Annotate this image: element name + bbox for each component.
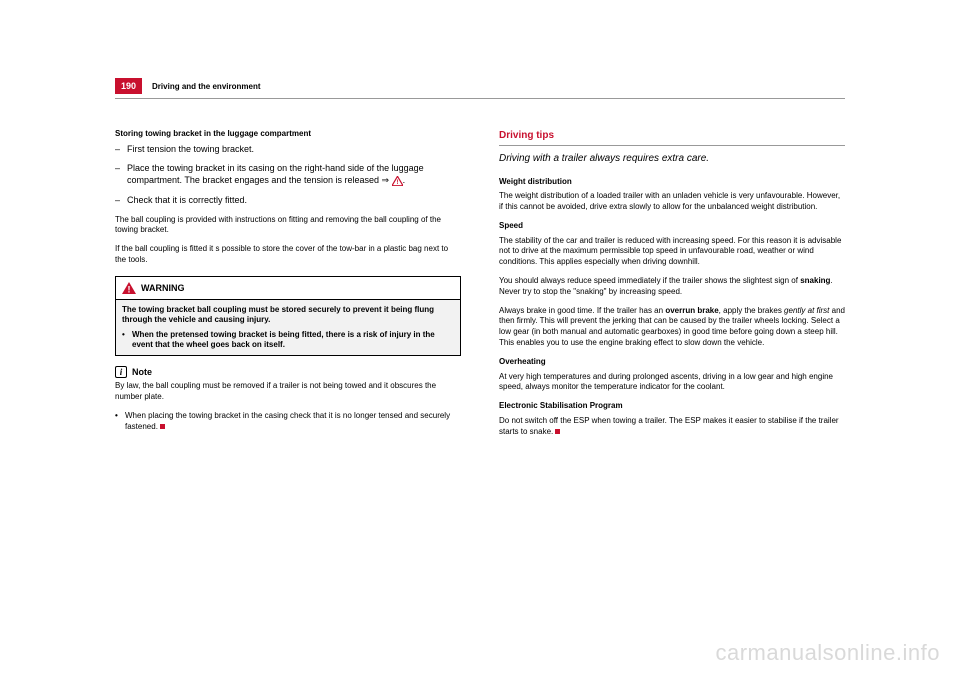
end-marker-icon [160,424,165,429]
watermark: carmanualsonline.info [715,640,940,666]
bullet-dot-icon: • [115,411,125,433]
svg-text:!: ! [396,179,398,186]
note-label: Note [132,366,152,378]
bullet-dash: – [115,163,127,186]
warning-body: The towing bracket ball coupling must be… [116,299,460,356]
bullet-text: First tension the towing bracket. [127,144,461,156]
sub-heading: Weight distribution [499,177,845,188]
bullet-text: Place the towing bracket in its casing o… [127,163,461,186]
warning-triangle-icon: ! [122,281,136,295]
page: 190 Driving and the environment Storing … [0,0,960,486]
right-heading: Driving tips [499,129,845,146]
subtitle: Driving with a trailer always requires e… [499,152,845,165]
text-part: Always brake in good time. If the traile… [499,306,665,315]
warning-text: The towing bracket ball coupling must be… [122,305,454,326]
left-column: Storing towing bracket in the luggage co… [115,129,461,446]
arrow-icon: ⇒ [382,175,390,185]
bullet-item: – Place the towing bracket in its casing… [115,163,461,186]
paragraph: The ball coupling is provided with instr… [115,215,461,237]
note-bullet-inner: When placing the towing bracket in the c… [125,411,450,431]
bullet-dash: – [115,144,127,156]
warning-box: ! WARNING The towing bracket ball coupli… [115,276,461,357]
left-heading: Storing towing bracket in the luggage co… [115,129,461,140]
bullet-dash: – [115,195,127,207]
note-text: • When placing the towing bracket in the… [115,411,461,433]
info-icon: i [115,366,127,378]
bullet-item: – Check that it is correctly fitted. [115,195,461,207]
warning-text: • When the pretensed towing bracket is b… [122,330,454,351]
text-part: Do not switch off the ESP when towing a … [499,416,839,436]
text-part: , apply the brakes [719,306,784,315]
paragraph: The stability of the car and trailer is … [499,236,845,268]
bold-text: snaking [800,276,830,285]
sub-heading: Speed [499,221,845,232]
svg-text:!: ! [128,284,131,294]
italic-text: gently at first [784,306,829,315]
paragraph: Do not switch off the ESP when towing a … [499,416,845,438]
section-title: Driving and the environment [152,82,260,91]
sub-heading: Overheating [499,357,845,368]
paragraph: You should always reduce speed immediate… [499,276,845,298]
content-columns: Storing towing bracket in the luggage co… [115,129,845,446]
page-header: 190 Driving and the environment [115,78,845,99]
note-bullet-text: When placing the towing bracket in the c… [125,411,461,433]
note-header: i Note [115,366,461,378]
paragraph: If the ball coupling is fitted it s poss… [115,244,461,266]
bullet-text-part: Place the towing bracket in its casing o… [127,163,424,185]
paragraph: At very high temperatures and during pro… [499,372,845,394]
paragraph: The weight distribution of a loaded trai… [499,191,845,213]
warning-header: ! WARNING [116,277,460,299]
right-column: Driving tips Driving with a trailer alwa… [499,129,845,446]
end-marker-icon [555,429,560,434]
paragraph: Always brake in good time. If the traile… [499,306,845,349]
bullet-text: Check that it is correctly fitted. [127,195,461,207]
sub-heading: Electronic Stabilisation Program [499,401,845,412]
bullet-item: – First tension the towing bracket. [115,144,461,156]
page-number: 190 [115,78,142,94]
note-text: By law, the ball coupling must be remove… [115,381,461,403]
warning-bullet-text: When the pretensed towing bracket is bei… [132,330,454,351]
warning-label: WARNING [141,282,185,294]
bold-text: overrun brake [665,306,718,315]
bullet-dot-icon: • [122,330,132,351]
text-part: You should always reduce speed immediate… [499,276,800,285]
caution-triangle-icon: ! [392,176,403,186]
